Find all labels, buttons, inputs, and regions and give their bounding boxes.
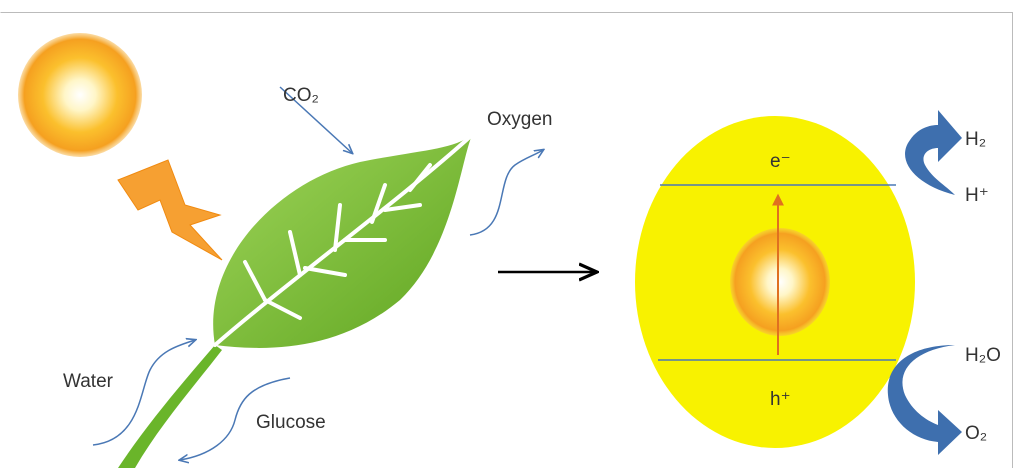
- o2-label: O₂: [965, 423, 987, 444]
- water-label: Water: [63, 371, 114, 392]
- co2-label: CO₂: [283, 85, 319, 106]
- h2o-label: H₂O: [965, 345, 1001, 366]
- glucose-label: Glucose: [256, 412, 326, 433]
- oxidation-arrow: [888, 345, 962, 455]
- h2-label: H₂: [965, 129, 986, 150]
- inner-sun: [730, 228, 830, 336]
- reduction-arrow: [905, 110, 962, 195]
- sun: [18, 33, 142, 157]
- h-plus-label: H⁺: [965, 185, 989, 206]
- electron-label: e⁻: [770, 151, 791, 172]
- stem: [118, 345, 222, 468]
- hole-label: h⁺: [770, 389, 791, 410]
- oxygen-label: Oxygen: [487, 109, 552, 130]
- diagram: CO₂ Oxygen Water Glucose e⁻ h⁺ H₂ H⁺ H₂O…: [0, 0, 1020, 468]
- lightning: [118, 160, 222, 260]
